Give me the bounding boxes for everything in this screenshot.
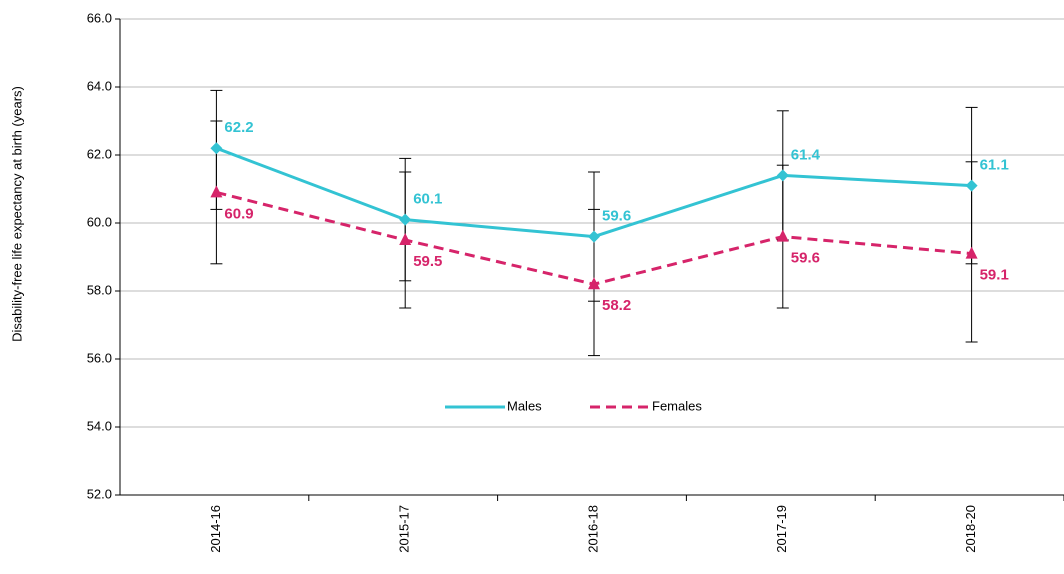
- y-tick-label: 60.0: [87, 214, 112, 229]
- data-label: 61.1: [980, 157, 1009, 174]
- y-tick-label: 66.0: [87, 10, 112, 25]
- data-label: 60.9: [224, 205, 253, 222]
- y-tick-label: 62.0: [87, 146, 112, 161]
- legend-label: Males: [507, 398, 542, 413]
- data-label: 59.5: [413, 253, 442, 270]
- y-tick-label: 54.0: [87, 418, 112, 433]
- x-tick-label: 2016-18: [585, 505, 600, 553]
- x-tick-label: 2017-19: [774, 505, 789, 553]
- marker: [965, 246, 978, 259]
- legend-label: Females: [652, 398, 702, 413]
- marker: [965, 179, 978, 192]
- marker: [399, 233, 412, 245]
- y-axis-label: Disability-free life expectancy at birth…: [9, 86, 24, 342]
- y-tick-label: 52.0: [87, 486, 112, 501]
- data-label: 58.2: [602, 297, 631, 314]
- marker: [776, 169, 789, 182]
- y-tick-label: 58.0: [87, 282, 112, 297]
- x-tick-label: 2014-16: [208, 505, 223, 553]
- marker: [210, 185, 223, 198]
- marker: [399, 213, 412, 226]
- marker: [776, 229, 789, 242]
- y-tick-label: 64.0: [87, 78, 112, 93]
- x-tick-label: 2018-20: [963, 505, 978, 553]
- data-label: 59.1: [980, 267, 1009, 284]
- data-label: 59.6: [791, 250, 820, 267]
- marker: [588, 277, 600, 290]
- marker: [210, 142, 223, 155]
- y-tick-label: 56.0: [87, 350, 112, 365]
- x-tick-label: 2015-17: [397, 505, 412, 553]
- data-label: 59.6: [602, 208, 631, 225]
- data-label: 62.2: [224, 119, 253, 136]
- marker: [588, 230, 600, 243]
- data-label: 61.4: [791, 146, 821, 163]
- data-label: 60.1: [413, 191, 442, 208]
